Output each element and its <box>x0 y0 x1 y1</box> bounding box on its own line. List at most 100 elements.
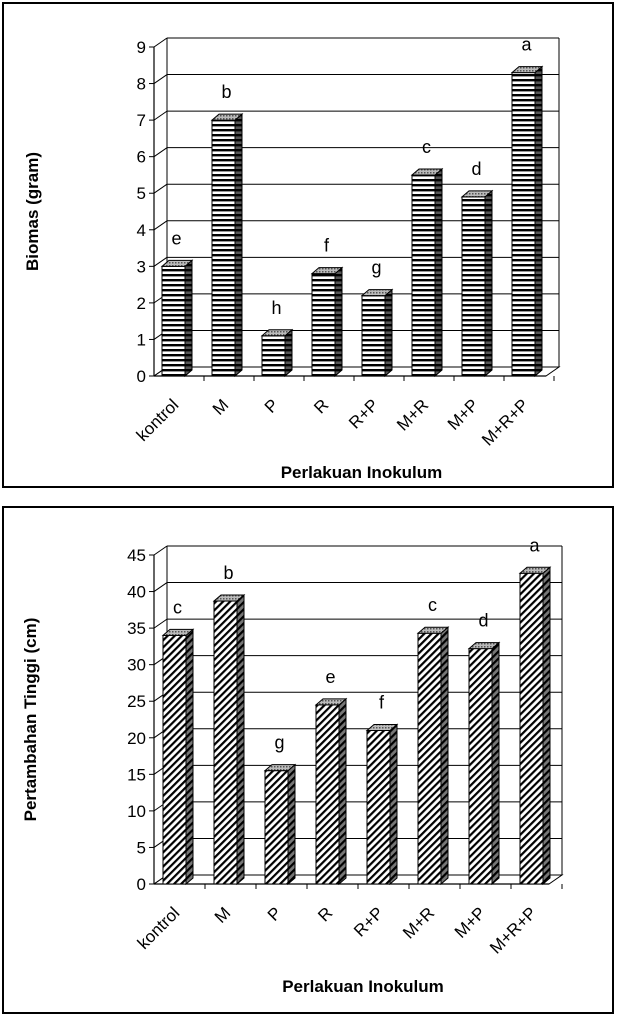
significance-letter: g <box>371 258 381 278</box>
bar-front <box>311 273 336 377</box>
gridline-side <box>153 183 168 194</box>
x-axis-title: Perlakuan Inokulum <box>282 977 444 996</box>
y-tick-label: 1 <box>137 330 146 349</box>
bar-side <box>338 697 347 886</box>
significance-letter: c <box>428 595 437 615</box>
gridline-side <box>153 582 168 592</box>
y-tick-label: 4 <box>137 221 146 240</box>
y-tick-label: 10 <box>127 802 146 821</box>
bar <box>518 566 552 886</box>
y-tick-label: 8 <box>137 75 146 94</box>
bar-front <box>161 265 186 377</box>
gridline-side <box>153 618 168 629</box>
significance-letter: c <box>422 137 431 157</box>
x-category-label: P <box>264 903 285 924</box>
bar-side <box>484 189 493 378</box>
x-category-label: R <box>310 395 332 417</box>
y-axis-title: Pertambahan Tinggi (cm) <box>21 618 40 822</box>
x-category-label: kontrol <box>134 903 184 953</box>
bar <box>314 697 348 886</box>
y-tick-label: 7 <box>137 111 146 130</box>
bar <box>410 167 444 378</box>
significance-letter: a <box>521 35 532 55</box>
bar-side <box>434 167 443 378</box>
bar-top <box>416 626 450 634</box>
bar-top <box>260 329 294 337</box>
x-category-label: P <box>261 395 282 416</box>
bar-side <box>236 593 245 886</box>
x-category-label: M+R <box>393 395 432 434</box>
x-category-label: M+P <box>451 903 489 941</box>
bar-top <box>460 190 494 198</box>
y-tick-label: 45 <box>127 546 146 565</box>
x-category-label: M+R <box>399 903 438 942</box>
y-tick-label: 0 <box>137 367 146 386</box>
y-tick-label: 2 <box>137 294 146 313</box>
y-tick-label: 25 <box>127 692 146 711</box>
bar-top <box>467 642 501 650</box>
bar <box>260 328 294 378</box>
bar-front <box>511 72 536 377</box>
bar-front <box>162 634 187 885</box>
y-tick-label: 40 <box>127 583 146 602</box>
bar-top <box>360 289 394 297</box>
bar-side <box>440 626 449 886</box>
bar <box>263 763 297 886</box>
bar-side <box>184 259 193 378</box>
bar-side <box>334 266 343 378</box>
biomass-chart: 0 1 2 3 4 5 6 7 8 9 e kontrol b Mh Pf Rg R+P c M+R d M+P a M+R… <box>23 35 561 482</box>
gridline-side <box>153 147 168 158</box>
bar-side <box>287 763 296 886</box>
y-tick-label: 6 <box>137 148 146 167</box>
bar-front <box>519 572 544 885</box>
bar-side <box>284 328 293 378</box>
gridline-side <box>153 256 168 267</box>
gridline-side <box>153 74 168 84</box>
bar-front <box>411 174 436 377</box>
significance-letter: b <box>221 82 231 102</box>
bar-top <box>161 628 195 636</box>
x-category-label: R+P <box>345 395 382 432</box>
bar-top <box>365 723 399 731</box>
x-category-label: R+P <box>350 903 387 940</box>
bar <box>467 641 501 886</box>
gridline-side <box>153 37 168 48</box>
significance-letter: c <box>173 597 182 617</box>
gridline-side <box>153 220 168 231</box>
bar <box>212 593 246 886</box>
y-tick-label: 30 <box>127 656 146 675</box>
x-axis-title: Perlakuan Inokulum <box>281 463 443 482</box>
significance-letter: a <box>529 535 540 555</box>
bar-front <box>361 295 386 377</box>
bar <box>510 65 544 378</box>
significance-letter: f <box>324 236 330 256</box>
x-category-label: M+R+P <box>478 395 532 449</box>
bar-front <box>261 335 286 377</box>
significance-letter: e <box>171 228 181 248</box>
y-tick-label: 0 <box>137 875 146 894</box>
bar <box>460 189 494 378</box>
gridline-side <box>153 545 168 556</box>
bar-front <box>213 600 238 885</box>
bar-front <box>264 770 289 885</box>
y-tick-label: 5 <box>137 184 146 203</box>
x-category-label: M <box>211 903 234 926</box>
significance-letter: e <box>325 667 335 687</box>
bar-top <box>510 66 544 74</box>
significance-letter: d <box>478 611 488 631</box>
bar-side <box>389 723 398 886</box>
x-category-label: R <box>314 903 336 925</box>
bar <box>310 266 344 378</box>
bar-front <box>315 704 340 885</box>
bar <box>161 628 195 886</box>
bar-side <box>234 113 243 378</box>
x-category-label: M <box>209 395 232 418</box>
bar-top <box>212 594 246 602</box>
bar-top <box>160 259 194 267</box>
bar-side <box>534 65 543 378</box>
bar-front <box>461 196 486 377</box>
significance-letter: h <box>271 298 281 318</box>
bar <box>360 288 394 378</box>
bar-front <box>366 729 391 885</box>
